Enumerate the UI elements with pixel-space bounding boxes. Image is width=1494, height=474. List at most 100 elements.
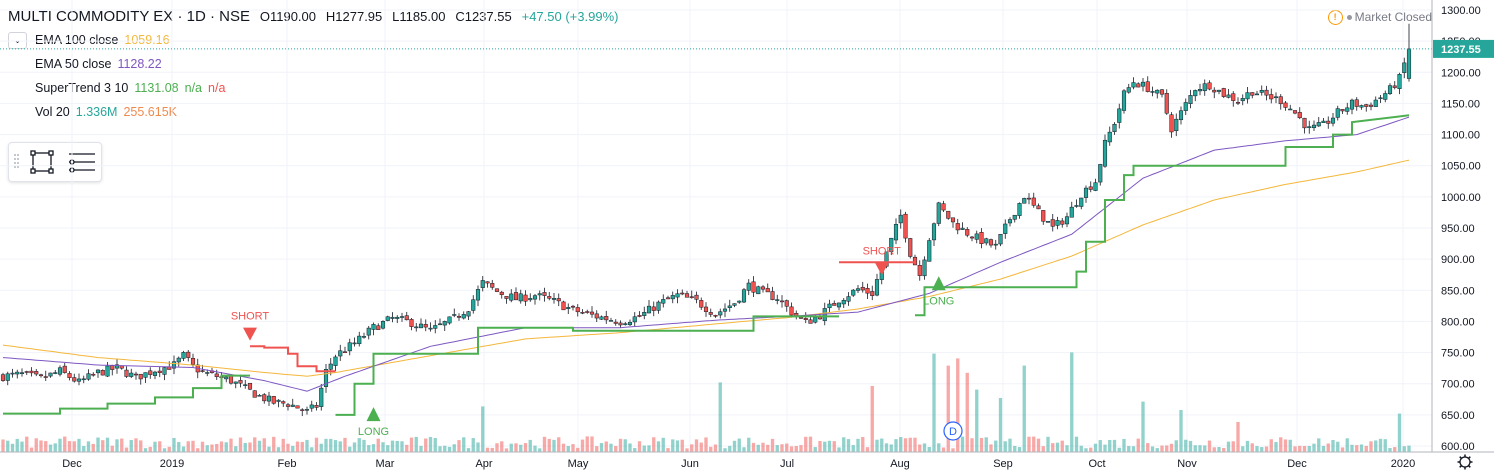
volume-bar bbox=[158, 441, 162, 452]
legend-supertrend[interactable]: SuperTrend 3 10 1131.08 n/a n/a bbox=[35, 81, 225, 95]
volume-bar bbox=[1179, 410, 1183, 452]
candle bbox=[1145, 76, 1150, 93]
candle-body bbox=[1278, 96, 1283, 105]
candle bbox=[1031, 192, 1036, 208]
candle-body bbox=[105, 365, 110, 377]
candle bbox=[5, 371, 10, 386]
volume-bar bbox=[215, 443, 219, 452]
candle bbox=[62, 362, 67, 374]
warning-icon[interactable]: ! bbox=[1327, 10, 1343, 26]
candle bbox=[380, 320, 386, 330]
candle-body bbox=[190, 357, 196, 365]
candle-body bbox=[922, 259, 927, 277]
legend-supertrend-value: 1131.08 bbox=[134, 81, 179, 95]
candle bbox=[1278, 94, 1283, 110]
candle bbox=[181, 350, 186, 361]
volume-bar bbox=[941, 447, 946, 452]
candle-body bbox=[38, 374, 44, 377]
candle bbox=[585, 309, 590, 314]
candle-body bbox=[1174, 118, 1179, 132]
candle-body bbox=[447, 316, 452, 324]
candle-body bbox=[950, 217, 956, 223]
candle bbox=[1164, 89, 1169, 115]
volume-bar bbox=[1089, 447, 1093, 452]
candle-body bbox=[34, 371, 39, 375]
candle bbox=[1007, 217, 1013, 227]
candle bbox=[665, 295, 671, 300]
candle bbox=[594, 310, 599, 323]
volume-bar bbox=[571, 444, 575, 452]
candle-body bbox=[737, 300, 742, 303]
volume-bar bbox=[1055, 442, 1060, 452]
candle-body bbox=[5, 373, 10, 381]
supertrend-up-line bbox=[3, 374, 250, 415]
candle bbox=[1292, 110, 1298, 115]
candle-body bbox=[1283, 102, 1288, 108]
candle bbox=[1121, 89, 1127, 114]
symbol-title[interactable]: MULTI COMMODITY EX · 1D · NSE bbox=[8, 8, 250, 25]
settings-gear-icon[interactable] bbox=[1457, 454, 1473, 470]
volume-bar bbox=[153, 441, 157, 452]
volume-bar bbox=[927, 447, 931, 452]
volume-bar bbox=[960, 436, 965, 452]
candle bbox=[993, 239, 998, 250]
candle bbox=[1273, 92, 1279, 104]
candle bbox=[86, 369, 91, 381]
candle-body bbox=[537, 293, 542, 296]
candle bbox=[1345, 102, 1350, 115]
candle-body bbox=[1159, 89, 1165, 95]
price-tick-label: 900.00 bbox=[1441, 254, 1475, 266]
legend-volume[interactable]: Vol 20 1.336M 255.615K bbox=[35, 105, 177, 119]
volume-bar bbox=[1236, 422, 1240, 452]
price-tick-label: 950.00 bbox=[1441, 223, 1475, 235]
volume-bar bbox=[348, 446, 352, 452]
time-tick-label: Aug bbox=[890, 458, 910, 470]
candle bbox=[314, 402, 319, 411]
volume-bar bbox=[1378, 438, 1383, 452]
volume-bar bbox=[808, 436, 813, 452]
candle-body bbox=[276, 399, 281, 402]
grip-icon[interactable] bbox=[14, 154, 19, 168]
candle bbox=[409, 317, 414, 331]
candle bbox=[285, 403, 291, 411]
candle bbox=[770, 286, 775, 301]
candle bbox=[1197, 83, 1203, 96]
volume-bar bbox=[1231, 441, 1235, 452]
volume-bar bbox=[832, 441, 836, 452]
volume-bar bbox=[272, 436, 276, 452]
candle-body bbox=[1316, 122, 1321, 127]
legend-ema50[interactable]: EMA 50 close 1128.22 bbox=[35, 57, 162, 71]
candle bbox=[480, 276, 485, 292]
candle-body bbox=[456, 315, 462, 318]
volume-bar bbox=[1122, 438, 1126, 452]
ohlc-high: H1277.95 bbox=[325, 9, 383, 24]
candle-body bbox=[1117, 108, 1122, 123]
candle bbox=[19, 368, 25, 377]
volume-bar bbox=[67, 441, 72, 452]
candle-body bbox=[461, 314, 466, 319]
candle bbox=[988, 238, 994, 248]
candle-body bbox=[684, 293, 690, 298]
candle bbox=[623, 321, 628, 326]
candle-body bbox=[889, 237, 894, 252]
candle bbox=[1174, 113, 1179, 137]
candle-body bbox=[946, 210, 951, 219]
legend-ema100[interactable]: EMA 100 close 1059.16 bbox=[35, 33, 170, 47]
candle-body bbox=[285, 404, 291, 407]
candle-body bbox=[1131, 82, 1136, 88]
volume-bar bbox=[922, 443, 927, 452]
settings-lines-icon[interactable] bbox=[69, 153, 95, 173]
collapse-legend-button[interactable]: ⌄ bbox=[8, 32, 27, 49]
candle bbox=[1212, 87, 1217, 99]
volume-bar bbox=[390, 440, 395, 452]
candle bbox=[105, 362, 110, 378]
candle-body bbox=[779, 300, 785, 303]
volume-bar bbox=[528, 439, 532, 452]
candle bbox=[851, 288, 856, 297]
rectangle-tool-icon[interactable] bbox=[30, 150, 54, 174]
price-tick-label: 800.00 bbox=[1441, 316, 1475, 328]
candle-body bbox=[1069, 206, 1074, 218]
candle bbox=[124, 366, 129, 378]
candle bbox=[513, 287, 519, 301]
